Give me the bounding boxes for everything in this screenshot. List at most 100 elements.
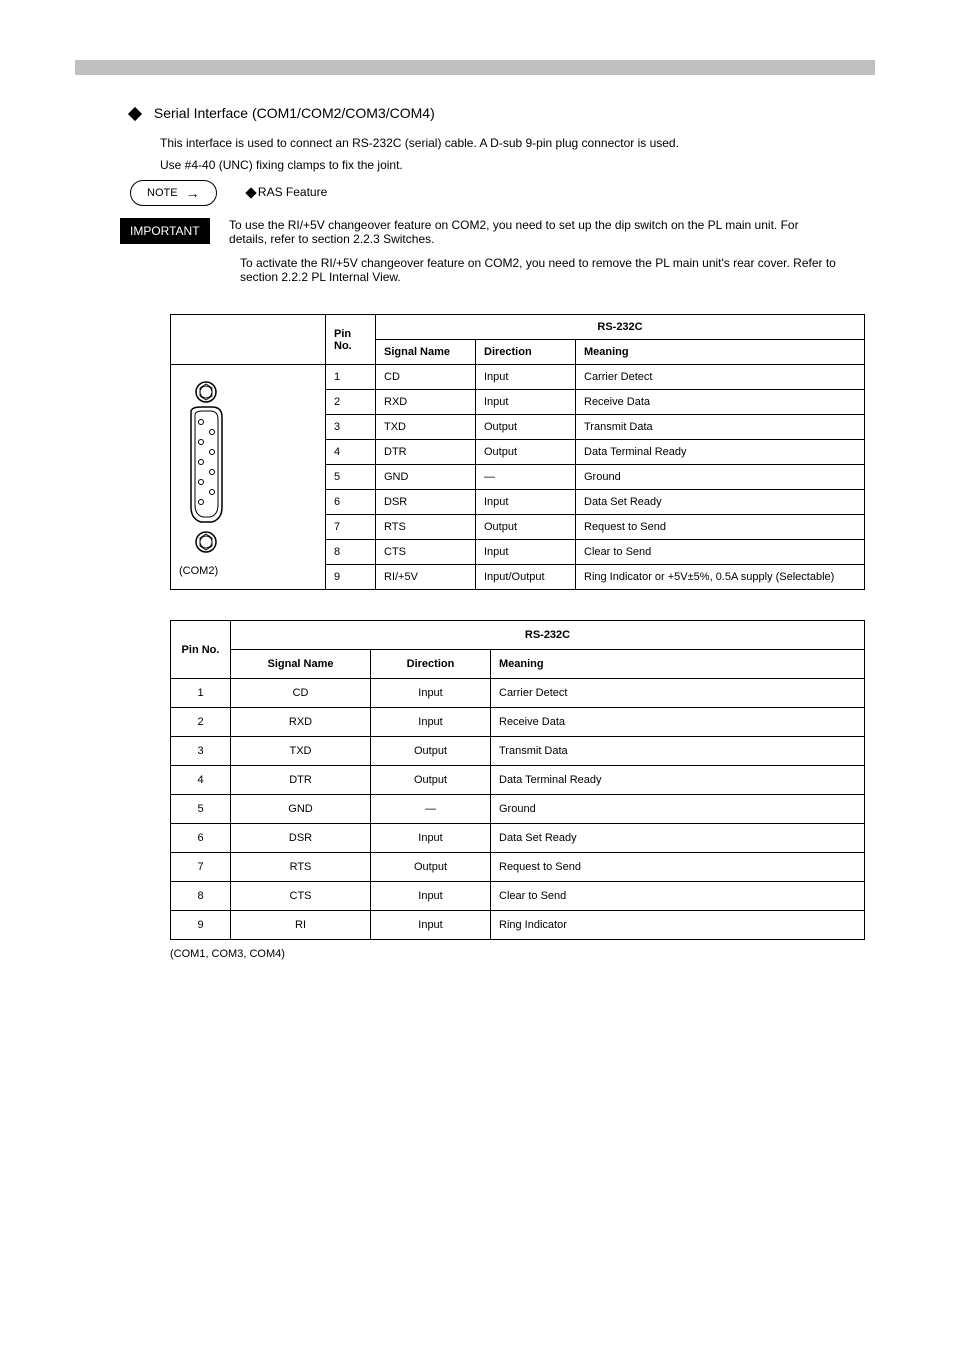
table-cell: Input [371,911,491,940]
table-cell: Carrier Detect [491,679,865,708]
table-cell: DSR [231,824,371,853]
table-cell: DSR [376,490,476,515]
direction-header-2: Direction [371,650,491,679]
table1-container: Pin No. RS-232C Signal Name Direction Me… [170,314,865,590]
body-text-1: This interface is used to connect an RS-… [160,136,875,150]
table-cell: 6 [171,824,231,853]
table-cell: Clear to Send [576,540,865,565]
table-cell: 2 [171,708,231,737]
table-cell: Input [371,824,491,853]
table-cell: Input [476,390,576,415]
connector-label-2: (COM1, COM3, COM4) [170,948,865,960]
table-cell: Input [476,365,576,390]
table-cell: CD [231,679,371,708]
table-cell: 8 [326,540,376,565]
table-cell: 9 [171,911,231,940]
signal-header: Signal Name [376,340,476,365]
note-text-content: RAS Feature [258,185,327,199]
table-cell: DTR [231,766,371,795]
table-cell: 9 [326,565,376,590]
table-cell: Input/Output [476,565,576,590]
table-cell: Clear to Send [491,882,865,911]
meaning-header: Meaning [576,340,865,365]
table-cell: DTR [376,440,476,465]
table-cell: TXD [231,737,371,766]
table-cell: RI [231,911,371,940]
table-cell: Data Terminal Ready [491,766,865,795]
table-cell: Request to Send [491,853,865,882]
arrow-icon: → [186,185,200,201]
table-cell: Request to Send [576,515,865,540]
table-cell: — [371,795,491,824]
table-cell: Ring Indicator [491,911,865,940]
table-cell: Output [476,515,576,540]
table-cell: 4 [326,440,376,465]
table-cell: Input [371,708,491,737]
note-text: RAS Feature [237,180,328,199]
body-text-2: Use #4-40 (UNC) fixing clamps to fix the… [160,158,875,172]
table-cell: Receive Data [576,390,865,415]
com2-table: Pin No. RS-232C Signal Name Direction Me… [170,314,865,590]
pin-header-2: Pin No. [171,621,231,679]
table-cell: Output [476,440,576,465]
table-cell: Output [476,415,576,440]
note-row: NOTE → RAS Feature [130,180,875,206]
note-label: NOTE [147,187,178,199]
table-cell: RTS [376,515,476,540]
table-cell: RXD [376,390,476,415]
diamond-small-icon [245,187,256,198]
important-label: IMPORTANT [120,218,210,244]
table-cell: Input [476,490,576,515]
table-cell: Ground [576,465,865,490]
table-cell: RXD [231,708,371,737]
table-row: 1 [326,365,376,390]
important-text-2: To activate the RI/+5V changeover featur… [240,256,860,284]
table-cell: CTS [231,882,371,911]
table-cell: — [476,465,576,490]
table-cell: 4 [171,766,231,795]
table-cell: Transmit Data [576,415,865,440]
table-cell: Input [371,882,491,911]
table-cell: 6 [326,490,376,515]
table-cell: 7 [171,853,231,882]
pin-header: Pin No. [326,315,376,365]
table-cell: TXD [376,415,476,440]
com134-table: Pin No. RS-232C Signal Name Direction Me… [170,620,865,940]
table-cell: Ground [491,795,865,824]
table2-container: Pin No. RS-232C Signal Name Direction Me… [170,620,865,960]
table-cell: 2 [326,390,376,415]
connector-image-cell: (COM2) [171,365,326,590]
table-cell: Output [371,766,491,795]
meaning-header-2: Meaning [491,650,865,679]
table-cell: GND [376,465,476,490]
table-cell: GND [231,795,371,824]
table-cell: CTS [376,540,476,565]
rs232c-header-2: RS-232C [231,621,865,650]
table-cell: Receive Data [491,708,865,737]
direction-header: Direction [476,340,576,365]
top-grey-bar [75,60,875,75]
connector-label: (COM2) [179,565,317,577]
table-cell: 5 [326,465,376,490]
table-cell: Output [371,737,491,766]
db9-connector-icon [179,377,234,557]
important-block: IMPORTANT To use the RI/+5V changeover f… [75,218,875,246]
important-block-2: To activate the RI/+5V changeover featur… [240,256,875,284]
table-cell: Data Set Ready [491,824,865,853]
table-cell: Ring Indicator or +5V±5%, 0.5A supply (S… [576,565,865,590]
signal-header-2: Signal Name [231,650,371,679]
table-cell: 3 [171,737,231,766]
table-cell: RTS [231,853,371,882]
table-cell: 1 [171,679,231,708]
table-cell: 7 [326,515,376,540]
table-cell: 3 [326,415,376,440]
important-text-1: To use the RI/+5V changeover feature on … [229,218,829,246]
table-cell: CD [376,365,476,390]
table-cell: 5 [171,795,231,824]
table-cell: Output [371,853,491,882]
heading-text: Serial Interface (COM1/COM2/COM3/COM4) [154,105,435,121]
table-cell: 8 [171,882,231,911]
table-cell: Input [476,540,576,565]
table-cell: Input [371,679,491,708]
section-heading: Serial Interface (COM1/COM2/COM3/COM4) [130,105,875,121]
